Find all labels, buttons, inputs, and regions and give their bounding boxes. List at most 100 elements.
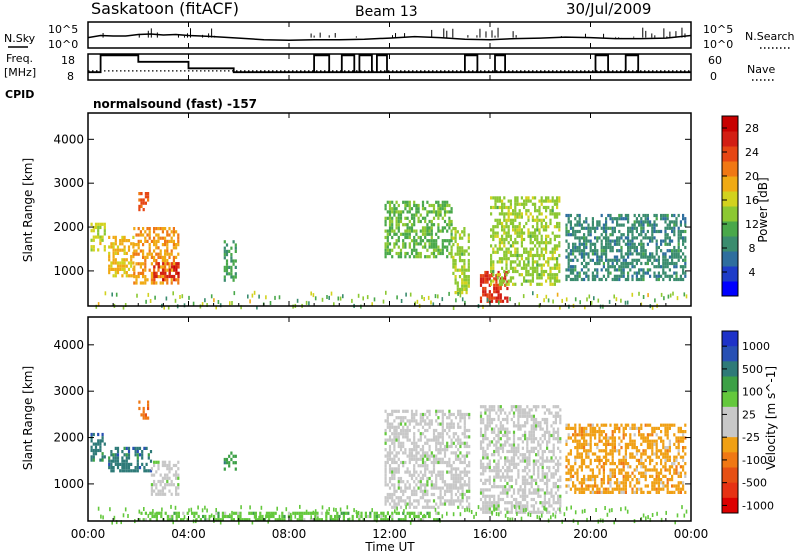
data-cell — [303, 511, 306, 515]
data-cell — [594, 245, 597, 250]
ground-scatter-cell — [247, 294, 249, 299]
data-cell — [524, 481, 527, 486]
data-cell — [426, 454, 429, 458]
data-cell — [518, 263, 521, 267]
data-cell — [121, 239, 124, 243]
ground-scatter-cell — [357, 511, 360, 515]
data-cell — [640, 465, 643, 469]
data-cell — [479, 414, 483, 418]
data-cell — [312, 518, 315, 522]
data-cell — [419, 419, 422, 423]
data-cell — [505, 282, 508, 286]
data-cell — [660, 242, 663, 246]
data-cell — [618, 217, 621, 221]
data-cell — [529, 237, 532, 242]
data-cell — [684, 446, 687, 450]
data-cell — [125, 274, 128, 278]
data-cell — [541, 456, 544, 460]
data-cell — [552, 507, 555, 511]
data-cell — [640, 442, 643, 446]
data-cell — [490, 196, 493, 200]
data-cell — [123, 235, 126, 239]
data-cell — [112, 469, 115, 473]
data-cell — [419, 422, 422, 426]
data-cell — [657, 484, 660, 488]
data-cell — [512, 282, 515, 286]
data-cell — [399, 460, 403, 465]
data-cell — [426, 441, 429, 445]
data-cell — [382, 518, 385, 522]
data-cell — [446, 210, 449, 214]
data-cell — [545, 205, 548, 210]
data-cell — [486, 488, 489, 492]
data-cell — [620, 468, 623, 472]
data-cell — [616, 277, 619, 282]
data-cell — [342, 518, 345, 522]
data-cell — [448, 483, 451, 487]
data-cell — [576, 471, 579, 475]
data-cell — [430, 245, 433, 249]
data-cell — [653, 255, 656, 259]
data-cell — [646, 468, 649, 472]
data-cell — [499, 411, 502, 415]
data-cell — [228, 249, 231, 253]
data-cell — [482, 405, 485, 409]
data-cell — [112, 274, 115, 278]
data-cell — [596, 274, 599, 278]
data-cell — [415, 451, 418, 455]
data-cell — [506, 510, 509, 514]
data-cell — [252, 511, 255, 515]
data-cell — [490, 296, 494, 300]
data-cell — [554, 417, 557, 422]
data-cell — [523, 250, 526, 254]
data-cell — [504, 456, 507, 460]
data-cell — [157, 265, 160, 269]
data-cell — [417, 444, 420, 449]
data-cell — [490, 417, 494, 422]
data-cell — [602, 455, 605, 459]
data-cell — [580, 446, 583, 450]
data-cell — [552, 472, 555, 476]
data-cell — [583, 245, 586, 250]
data-cell — [512, 465, 516, 470]
data-cell — [649, 490, 652, 494]
ground-scatter-cell — [111, 520, 113, 525]
data-cell — [587, 455, 590, 459]
data-cell — [157, 227, 160, 231]
data-cell — [657, 258, 660, 262]
data-cell — [494, 250, 497, 254]
data-cell — [486, 277, 489, 281]
data-cell — [454, 492, 458, 497]
data-cell — [673, 226, 676, 230]
data-cell — [360, 514, 363, 519]
data-cell — [399, 432, 403, 436]
data-cell — [450, 235, 453, 240]
data-cell — [110, 469, 113, 473]
data-cell — [583, 233, 586, 237]
data-cell — [495, 475, 498, 479]
data-cell — [538, 253, 541, 258]
data-cell — [230, 253, 233, 257]
data-cell — [541, 469, 544, 473]
ground-scatter-cell — [233, 291, 236, 296]
ground-scatter-cell — [522, 294, 525, 299]
data-cell — [633, 446, 636, 450]
data-cell — [583, 458, 586, 462]
data-cell — [424, 505, 427, 509]
data-cell — [175, 265, 178, 269]
data-cell — [136, 456, 139, 460]
data-cell — [516, 253, 519, 258]
data-cell — [543, 411, 546, 415]
data-cell — [441, 460, 444, 465]
data-cell — [557, 405, 560, 409]
data-cell — [546, 446, 549, 450]
data-cell — [393, 489, 396, 493]
data-cell — [108, 235, 111, 239]
data-cell — [600, 481, 603, 485]
data-cell — [673, 252, 676, 256]
data-cell — [684, 255, 687, 259]
data-cell — [134, 446, 137, 450]
data-cell — [682, 217, 685, 221]
data-cell — [529, 253, 532, 258]
data-cell — [503, 205, 506, 210]
